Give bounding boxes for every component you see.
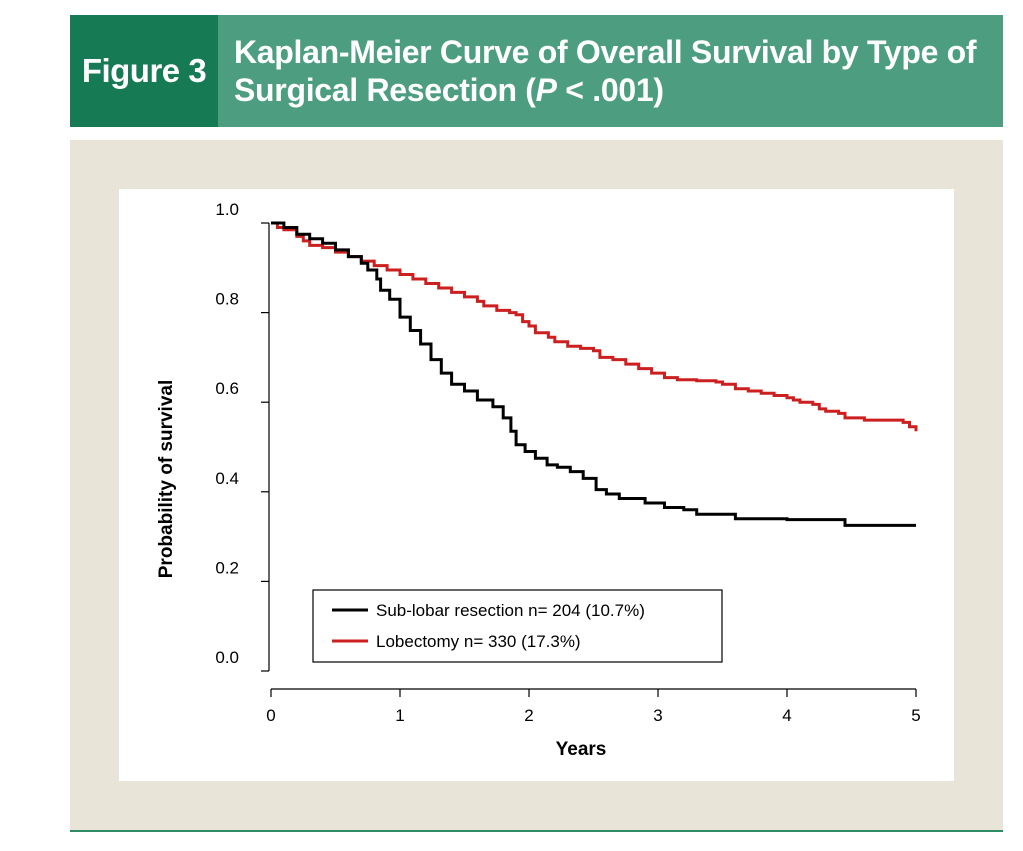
legend-label: Sub-lobar resection n= 204 (10.7%)	[376, 601, 645, 620]
x-tick-label: 2	[524, 706, 533, 725]
figure-title: Kaplan-Meier Curve of Overall Survival b…	[218, 15, 1003, 127]
bottom-rule	[70, 830, 1003, 832]
figure-title-main: Kaplan-Meier Curve of Overall Survival b…	[234, 34, 977, 108]
km-chart: 0.0 0.2 0.4 0.6 0.8 1.0 0 1 2 3 4 5 Sub-lobar resec…	[156, 200, 921, 760]
axes: 0.0 0.2 0.4 0.6 0.8 1.0 0 1 2 3 4 5	[215, 200, 920, 725]
y-tick-label: 0.2	[215, 558, 239, 577]
series-layer	[271, 221, 918, 527]
y-axis-label: Probability of survival	[156, 380, 177, 579]
x-tick-label: 4	[782, 706, 791, 725]
y-tick-label: 0.6	[215, 379, 239, 398]
plot-area: 0.0 0.2 0.4 0.6 0.8 1.0 0 1 2 3 4 5 Sub-lobar resec…	[119, 189, 954, 781]
series-line-sub-lobar	[271, 221, 916, 527]
figure-header: Figure 3 Kaplan-Meier Curve of Overall S…	[70, 15, 1003, 127]
legend-box	[312, 589, 723, 663]
figure-title-rest: < .001)	[556, 72, 664, 108]
x-axis-label: Years	[556, 739, 607, 760]
figure-title-pvalue: P < .001)	[536, 72, 664, 108]
y-tick-label: 1.0	[215, 200, 239, 219]
legend-label: Lobectomy n= 330 (17.3%)	[376, 632, 581, 651]
legend: Sub-lobar resection n= 204 (10.7%) Lobect…	[312, 589, 723, 663]
x-tick-label: 1	[395, 706, 404, 725]
figure-title-p: P	[535, 72, 557, 108]
x-tick-label: 3	[653, 706, 662, 725]
x-tick-label: 5	[911, 706, 920, 725]
figure-panel: 0.0 0.2 0.4 0.6 0.8 1.0 0 1 2 3 4 5 Sub-lobar resec…	[70, 140, 1003, 830]
y-tick-label: 0.4	[215, 469, 239, 488]
y-tick-label: 0.8	[215, 290, 239, 309]
figure-label: Figure 3	[70, 15, 218, 127]
y-tick-label: 0.0	[215, 648, 239, 667]
series-line-lobectomy	[271, 221, 918, 432]
x-tick-label: 0	[266, 706, 275, 725]
